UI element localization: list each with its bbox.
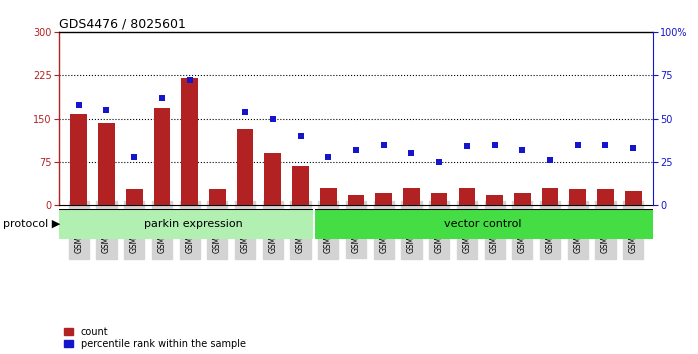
Bar [403, 188, 419, 205]
Bar [487, 195, 503, 205]
Bar [181, 78, 198, 205]
Text: parkin expression: parkin expression [144, 219, 243, 229]
Bar [59, 209, 313, 239]
Bar [431, 193, 447, 205]
Text: GDS4476 / 8025601: GDS4476 / 8025601 [59, 18, 186, 31]
Bar [154, 108, 170, 205]
Bar [313, 209, 653, 239]
Legend: count, percentile rank within the sample: count, percentile rank within the sample [64, 327, 246, 349]
Bar [348, 195, 364, 205]
Bar [376, 193, 392, 205]
Bar [625, 191, 641, 205]
Bar [320, 188, 336, 205]
Bar [542, 188, 558, 205]
Bar [459, 188, 475, 205]
Bar [70, 114, 87, 205]
Text: protocol ▶: protocol ▶ [3, 219, 61, 229]
Bar [597, 189, 614, 205]
Bar [209, 189, 225, 205]
Text: vector control: vector control [445, 219, 522, 229]
Bar [514, 193, 530, 205]
Bar [126, 189, 142, 205]
Bar [98, 123, 114, 205]
Bar [265, 153, 281, 205]
Bar [237, 129, 253, 205]
Bar [292, 166, 309, 205]
Bar [570, 189, 586, 205]
